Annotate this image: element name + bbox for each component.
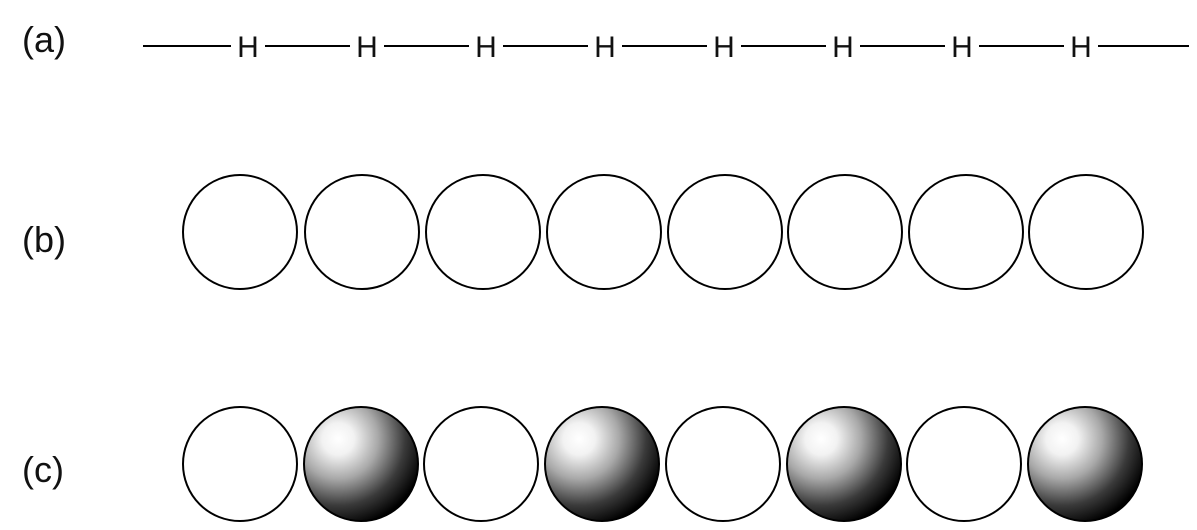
plain-sphere bbox=[666, 407, 780, 521]
hydrogen-atom-label: H bbox=[594, 31, 616, 64]
hydrogen-atom-label: H bbox=[356, 31, 378, 64]
hydrogen-atom-label: H bbox=[713, 31, 735, 64]
plain-sphere bbox=[183, 175, 297, 289]
shaded-sphere bbox=[545, 407, 659, 521]
shaded-sphere bbox=[304, 407, 418, 521]
plain-sphere bbox=[907, 407, 1021, 521]
plain-sphere bbox=[424, 407, 538, 521]
plain-sphere bbox=[183, 407, 297, 521]
plain-sphere bbox=[426, 175, 540, 289]
panel-label-c: (c) bbox=[22, 449, 64, 490]
hydrogen-atom-label: H bbox=[237, 31, 259, 64]
hydrogen-atom-label: H bbox=[1070, 31, 1092, 64]
panel-label-a: (a) bbox=[22, 19, 66, 60]
hydrogen-atom-label: H bbox=[475, 31, 497, 64]
shaded-sphere bbox=[787, 407, 901, 521]
hydrogen-atom-label: H bbox=[832, 31, 854, 64]
sphere-row-b bbox=[183, 175, 1143, 289]
plain-sphere bbox=[668, 175, 782, 289]
plain-sphere bbox=[305, 175, 419, 289]
plain-sphere bbox=[788, 175, 902, 289]
sphere-row-c bbox=[183, 407, 1142, 521]
plain-sphere bbox=[1029, 175, 1143, 289]
hydrogen-atom-label: H bbox=[951, 31, 973, 64]
shaded-sphere bbox=[1028, 407, 1142, 521]
panel-label-b: (b) bbox=[22, 219, 66, 260]
plain-sphere bbox=[547, 175, 661, 289]
plain-sphere bbox=[909, 175, 1023, 289]
